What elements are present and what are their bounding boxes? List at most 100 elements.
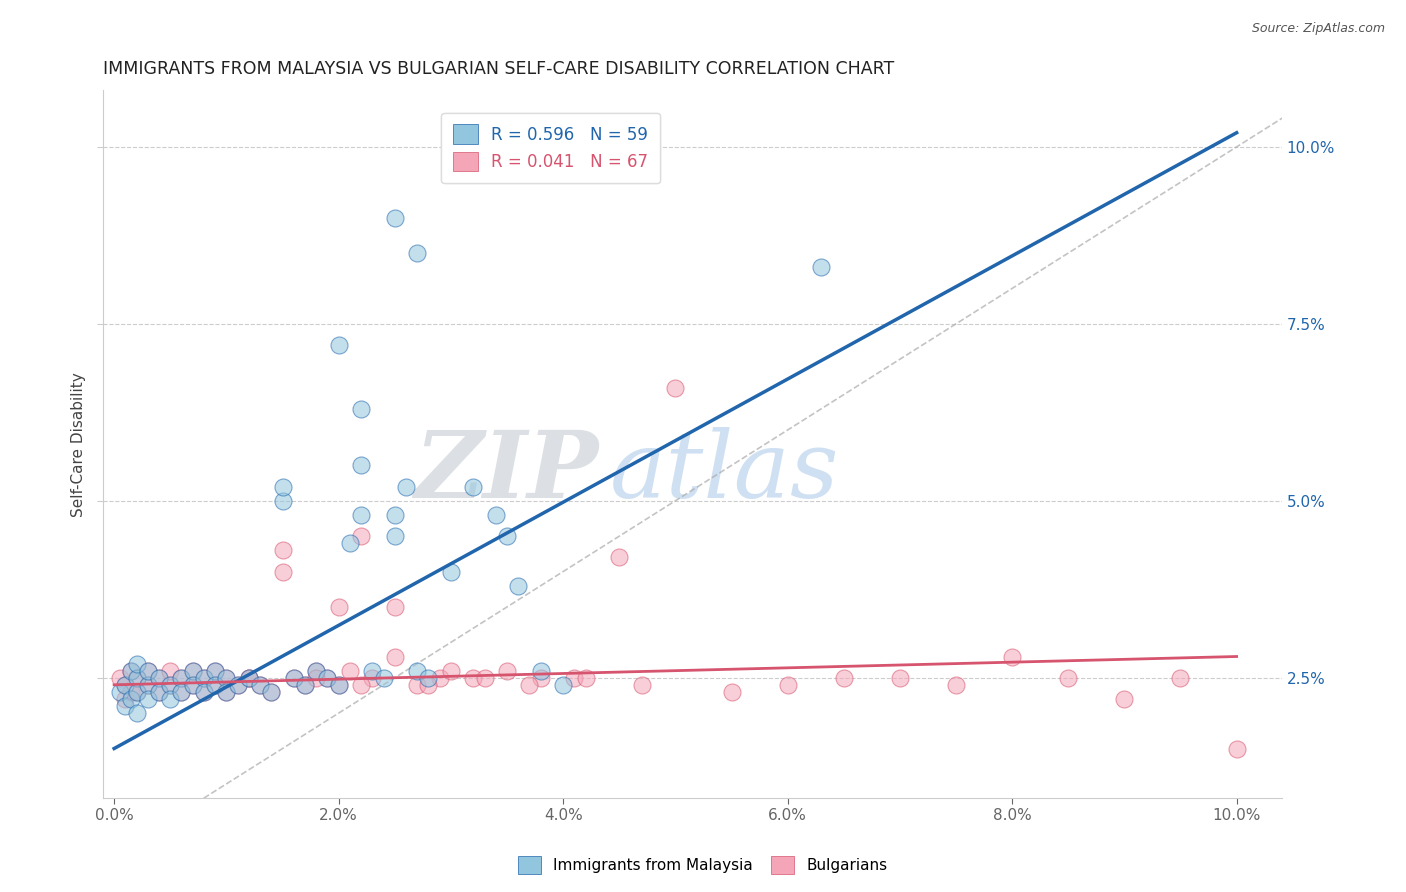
Point <box>271 480 294 494</box>
Point <box>440 664 463 678</box>
Point <box>720 685 742 699</box>
Point <box>305 671 328 685</box>
Point <box>120 685 142 699</box>
Point <box>181 664 204 678</box>
Point <box>108 685 131 699</box>
Point <box>136 678 159 692</box>
Point <box>496 664 519 678</box>
Point <box>249 678 271 692</box>
Point <box>215 671 238 685</box>
Point <box>181 664 204 678</box>
Point <box>114 699 136 714</box>
Point <box>463 480 485 494</box>
Point <box>148 671 170 685</box>
Point <box>238 671 260 685</box>
Point <box>193 685 215 699</box>
Point <box>125 685 148 699</box>
Point <box>328 599 350 614</box>
Y-axis label: Self-Care Disability: Self-Care Disability <box>72 372 86 516</box>
Point <box>339 536 361 550</box>
Point <box>148 685 170 699</box>
Text: ZIP: ZIP <box>413 427 598 517</box>
Point <box>215 671 238 685</box>
Text: atlas: atlas <box>610 427 839 517</box>
Legend: R = 0.596   N = 59, R = 0.041   N = 67: R = 0.596 N = 59, R = 0.041 N = 67 <box>441 112 659 183</box>
Text: IMMIGRANTS FROM MALAYSIA VS BULGARIAN SELF-CARE DISABILITY CORRELATION CHART: IMMIGRANTS FROM MALAYSIA VS BULGARIAN SE… <box>103 60 894 78</box>
Point <box>350 401 373 416</box>
Point <box>283 671 305 685</box>
Point <box>125 671 148 685</box>
Point <box>159 678 181 692</box>
Point <box>664 380 686 394</box>
Point <box>271 543 294 558</box>
Point <box>440 565 463 579</box>
Point <box>384 508 406 522</box>
Point <box>776 678 799 692</box>
Point <box>429 671 451 685</box>
Point <box>159 692 181 706</box>
Point <box>553 678 575 692</box>
Text: Source: ZipAtlas.com: Source: ZipAtlas.com <box>1251 22 1385 36</box>
Point <box>328 678 350 692</box>
Legend: Immigrants from Malaysia, Bulgarians: Immigrants from Malaysia, Bulgarians <box>512 850 894 880</box>
Point <box>418 678 440 692</box>
Point <box>574 671 596 685</box>
Point <box>294 678 316 692</box>
Point <box>384 649 406 664</box>
Point <box>1114 692 1136 706</box>
Point <box>889 671 911 685</box>
Point <box>316 671 339 685</box>
Point <box>249 678 271 692</box>
Point <box>114 692 136 706</box>
Point <box>260 685 283 699</box>
Point <box>350 508 373 522</box>
Point <box>294 678 316 692</box>
Point <box>485 508 508 522</box>
Point <box>204 678 226 692</box>
Point <box>120 692 142 706</box>
Point <box>136 664 159 678</box>
Point <box>384 599 406 614</box>
Point <box>350 529 373 543</box>
Point <box>395 480 418 494</box>
Point <box>1170 671 1192 685</box>
Point <box>496 529 519 543</box>
Point <box>530 664 553 678</box>
Point <box>114 678 136 692</box>
Point <box>350 678 373 692</box>
Point <box>204 664 226 678</box>
Point <box>181 678 204 692</box>
Point <box>316 671 339 685</box>
Point <box>204 664 226 678</box>
Point <box>630 678 652 692</box>
Point <box>384 211 406 225</box>
Point <box>1057 671 1080 685</box>
Point <box>125 685 148 699</box>
Point <box>406 664 429 678</box>
Point <box>170 671 193 685</box>
Point <box>215 685 238 699</box>
Point <box>125 657 148 671</box>
Point <box>271 493 294 508</box>
Point <box>120 664 142 678</box>
Point <box>136 692 159 706</box>
Point <box>305 664 328 678</box>
Point <box>945 678 967 692</box>
Point <box>238 671 260 685</box>
Point <box>170 685 193 699</box>
Point <box>810 260 832 275</box>
Point <box>120 664 142 678</box>
Point <box>508 579 530 593</box>
Point <box>159 664 181 678</box>
Point <box>181 678 204 692</box>
Point <box>159 678 181 692</box>
Point <box>226 678 249 692</box>
Point <box>463 671 485 685</box>
Point <box>148 671 170 685</box>
Point <box>607 550 630 565</box>
Point <box>350 458 373 473</box>
Point <box>305 664 328 678</box>
Point <box>339 664 361 678</box>
Point <box>474 671 496 685</box>
Point <box>283 671 305 685</box>
